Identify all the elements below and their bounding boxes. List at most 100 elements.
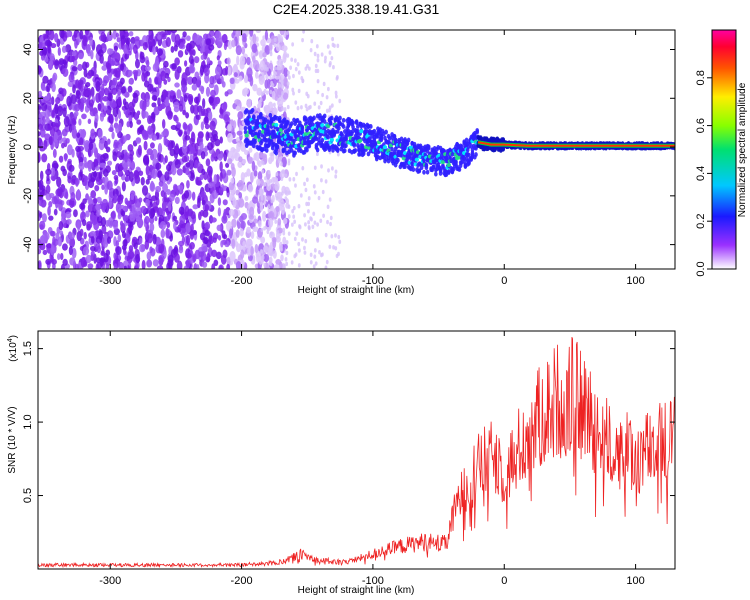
spectrogram-cell	[129, 213, 136, 222]
spectrogram-cell	[57, 236, 63, 247]
spectrogram-ridge-cell	[426, 145, 431, 151]
spectrogram-cell	[189, 154, 194, 161]
spectrogram-cell	[185, 162, 191, 168]
spectrogram-cell	[315, 44, 319, 49]
spectrogram-cell	[43, 95, 50, 101]
spectrogram-cell	[254, 151, 260, 162]
spectrogram-cell	[178, 103, 184, 112]
spectrogram-cell	[68, 245, 73, 256]
spectrogram-cell	[272, 107, 278, 115]
spectrogram-cell	[58, 188, 64, 199]
spectrogram-ridge-cell	[293, 150, 297, 156]
spectrogram-cell	[114, 193, 118, 201]
spectrogram-cell	[337, 251, 340, 257]
spectrogram-cell	[65, 44, 72, 53]
spectrogram-cell	[164, 171, 170, 182]
spectrogram-ridge-cell	[475, 128, 480, 133]
spectrogram-ridge-cell	[251, 114, 256, 120]
spectrogram-cell	[312, 264, 316, 269]
spectrogram-cell	[259, 201, 264, 212]
spectrogram-cell	[196, 263, 200, 269]
spectrogram-cell	[38, 118, 43, 124]
spectrogram-cell	[117, 131, 123, 139]
spectrogram-ridge-core	[359, 129, 364, 134]
spectrogram-cell	[274, 66, 277, 71]
spectrogram-cell	[62, 243, 68, 251]
spectrogram-cell	[52, 74, 56, 85]
spectrogram-cell	[297, 204, 301, 209]
spectrogram-cell	[121, 230, 126, 239]
spectrogram-cell	[287, 70, 290, 76]
spectrogram-cell	[199, 141, 204, 152]
spectrogram-cell	[300, 105, 303, 110]
spectrogram-cell	[265, 73, 269, 80]
spectrogram-ridge-core	[244, 133, 249, 138]
spectrogram-cell	[226, 256, 231, 267]
spectrogram-cell	[284, 173, 288, 178]
spectrogram-cell	[213, 174, 218, 185]
spectrogram-cell	[260, 192, 264, 198]
spectrogram-cell	[147, 125, 153, 135]
spectrogram-cell	[288, 177, 292, 182]
spectrogram-cell	[71, 118, 76, 125]
spectrogram-cell	[293, 236, 297, 242]
spectrogram-cell	[179, 42, 185, 49]
spectrogram-cell	[226, 57, 231, 65]
spectrogram-cell	[50, 167, 56, 177]
spectrogram-cell	[211, 249, 218, 258]
spectrogram-cell	[129, 120, 133, 129]
spectrogram-cell	[130, 36, 136, 45]
spectrogram-cell	[236, 142, 241, 153]
spectrogram-ridge-cell	[340, 133, 345, 138]
spectrogram-cell	[181, 231, 185, 238]
spectrogram-cell	[286, 104, 290, 110]
spectrogram-cell	[141, 259, 146, 269]
spectrogram-cell	[50, 246, 55, 256]
spectrogram-cell	[207, 182, 214, 189]
spectrogram-cell	[100, 31, 106, 42]
spectrogram-cell	[49, 60, 54, 66]
spectrogram-cell	[150, 153, 155, 161]
spectrogram-cell	[295, 231, 299, 236]
spectrogram-cell	[272, 74, 276, 79]
spectrogram-cell	[119, 220, 124, 227]
spectrogram-cell	[78, 161, 85, 171]
spectrogram-cell	[294, 252, 298, 257]
spectrogram-cell	[221, 34, 228, 42]
spectrogram-cell	[216, 224, 222, 232]
spectrogram-cell	[316, 58, 320, 63]
spectrogram-cell	[111, 131, 115, 140]
spectrogram-cell	[182, 109, 187, 116]
spectrogram-cell	[140, 205, 147, 214]
spectrogram-cell	[271, 151, 274, 156]
spectrogram-cell	[314, 68, 318, 74]
colorbar-tick-label: 0.8	[695, 70, 707, 85]
spectrogram-cell	[263, 182, 267, 187]
spectrogram-cell	[120, 57, 124, 67]
spectrogram-cell	[99, 162, 106, 168]
spectrogram-cell	[223, 208, 228, 216]
spectrogram-cell	[314, 261, 318, 266]
spectrogram-cell	[258, 75, 265, 85]
spectrogram-cell	[207, 142, 214, 151]
spectrogram-cell	[101, 184, 105, 191]
spectrogram-cell	[58, 220, 64, 231]
spectrogram-cell	[268, 156, 273, 165]
spectrogram-cell	[73, 110, 79, 117]
spectrogram-ridge-cell	[330, 115, 334, 121]
spectrogram-ridge-cell	[384, 129, 388, 135]
spectrogram-ridge-cell	[341, 117, 346, 123]
spectrogram-cell	[184, 168, 190, 176]
spectrogram-cell	[331, 36, 335, 42]
spectrogram-cell	[106, 31, 113, 42]
spectrogram-ridge-cell	[272, 129, 276, 135]
spectrogram-ridge-cell	[422, 158, 426, 163]
spectrogram-cell	[247, 183, 254, 193]
spectrogram-cell	[39, 211, 43, 219]
spectrogram-cell	[282, 231, 286, 236]
spectrogram-ridge-cell	[405, 141, 410, 146]
spectrogram-cell	[226, 263, 231, 269]
spectrogram-cell	[286, 53, 290, 58]
spectrogram-cell	[109, 113, 114, 125]
